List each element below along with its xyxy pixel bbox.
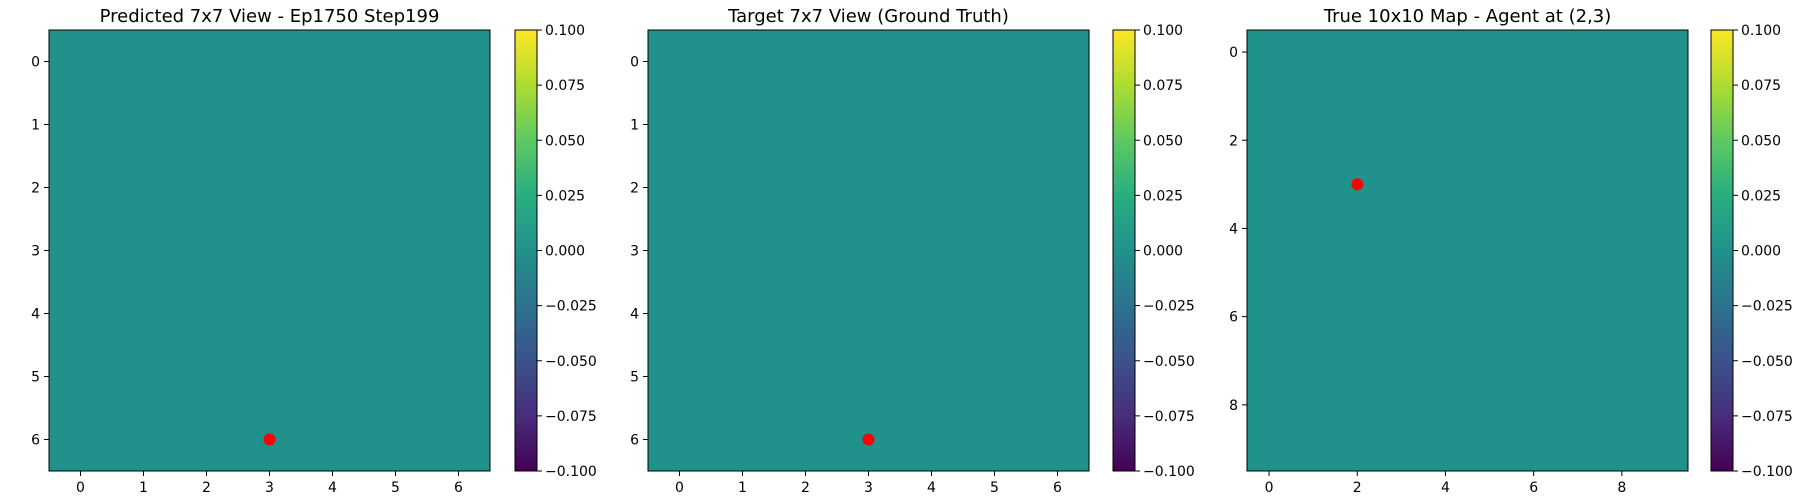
colorbar-tick-label: 0.100 <box>1741 23 1781 39</box>
y-tick-label: 5 <box>630 370 639 386</box>
x-tick-label: 0 <box>675 480 684 496</box>
y-tick-label: 5 <box>31 370 40 386</box>
chart-title: True 10x10 Map - Agent at (2,3) <box>1323 6 1612 27</box>
y-tick-label: 1 <box>31 118 40 134</box>
colorbar: 0.100 0.075 0.050 0.025 0.000 −0.025 −0.050 −0.… <box>514 23 597 480</box>
colorbar-tick-label: 0.025 <box>545 188 585 204</box>
x-tick-label: 5 <box>990 480 999 496</box>
y-tick-label: 3 <box>630 244 639 260</box>
y-tick-label: 4 <box>630 307 639 323</box>
y-tick-label: 1 <box>630 118 639 134</box>
colorbar-tick-label: 0.100 <box>1143 23 1183 39</box>
colorbar-tick-label: 0.000 <box>1741 244 1781 260</box>
x-tick-label: 4 <box>927 480 936 496</box>
x-tick-label: 4 <box>1441 480 1450 496</box>
x-tick-label: 2 <box>1353 480 1362 496</box>
colorbar-tick-label: −0.050 <box>1741 354 1793 370</box>
y-tick-label: 0 <box>31 55 40 71</box>
colorbar-tick-label: −0.050 <box>545 354 597 370</box>
colorbar-tick-label: 0.050 <box>1741 133 1781 149</box>
x-tick-label: 6 <box>1053 480 1062 496</box>
colorbar-tick-label: −0.025 <box>545 299 597 315</box>
panel-predicted-view: Predicted 7x7 View - Ep1750 Step199 0 1 2 3… <box>31 6 597 496</box>
colorbar-tick-label: 0.025 <box>1741 188 1781 204</box>
y-tick-label: 3 <box>31 244 40 260</box>
heatmap-area: 0 2 4 6 8 0 2 4 6 8 <box>1229 29 1689 496</box>
colorbar-gradient <box>1112 29 1136 472</box>
colorbar-tick-label: 0.000 <box>1143 244 1183 260</box>
x-tick-label: 0 <box>76 480 85 496</box>
chart-title: Target 7x7 View (Ground Truth) <box>727 6 1009 27</box>
x-tick-label: 0 <box>1265 480 1274 496</box>
x-tick-label: 2 <box>801 480 810 496</box>
heatmap-cells <box>1247 30 1688 471</box>
panel-target-view: Target 7x7 View (Ground Truth) 0 1 2 3 4 5 6 0 1… <box>630 6 1195 496</box>
colorbar-tick-label: −0.075 <box>545 409 597 425</box>
y-tick-label: 0 <box>1229 45 1238 61</box>
y-tick-label: 6 <box>630 433 639 449</box>
colorbar-tick-label: −0.100 <box>1741 464 1793 480</box>
y-tick-label: 2 <box>1229 133 1238 149</box>
y-tick-label: 4 <box>31 307 40 323</box>
tick-group: 0 2 4 6 8 0 2 4 6 8 <box>1229 45 1626 496</box>
x-tick-label: 3 <box>864 480 873 496</box>
agent-marker <box>263 433 276 446</box>
x-tick-label: 6 <box>1529 480 1538 496</box>
colorbar-tick-label: −0.100 <box>1143 464 1195 480</box>
colorbar: 0.100 0.075 0.050 0.025 0.000 −0.025 −0.050 −0.… <box>1112 23 1195 480</box>
y-tick-label: 8 <box>1229 398 1238 414</box>
y-tick-label: 0 <box>630 55 639 71</box>
x-tick-label: 1 <box>139 480 148 496</box>
x-tick-label: 5 <box>391 480 400 496</box>
colorbar-tick-label: 0.100 <box>545 23 585 39</box>
tick-group: 0 1 2 3 4 5 6 0 1 2 3 4 5 6 <box>630 55 1062 497</box>
tick-group: 0 1 2 3 4 5 6 0 1 2 3 4 5 6 <box>31 55 463 497</box>
colorbar-tick-label: 0.050 <box>1143 133 1183 149</box>
x-tick-label: 3 <box>265 480 274 496</box>
x-tick-label: 6 <box>454 480 463 496</box>
colorbar-tick-group: 0.100 0.075 0.050 0.025 0.000 −0.025 −0.050 −0.… <box>1733 23 1793 480</box>
colorbar-tick-label: 0.000 <box>545 244 585 260</box>
colorbar-tick-label: −0.075 <box>1143 409 1195 425</box>
y-tick-label: 6 <box>1229 310 1238 326</box>
y-tick-label: 4 <box>1229 221 1238 237</box>
colorbar-tick-label: −0.100 <box>545 464 597 480</box>
colorbar-tick-label: −0.025 <box>1741 299 1793 315</box>
y-tick-label: 2 <box>31 181 40 197</box>
colorbar-tick-label: −0.075 <box>1741 409 1793 425</box>
colorbar-tick-label: 0.075 <box>545 78 585 94</box>
heatmap-cells <box>49 30 490 471</box>
heatmap-area: 0 1 2 3 4 5 6 0 1 2 3 4 5 6 <box>630 29 1090 497</box>
colorbar-tick-label: 0.050 <box>545 133 585 149</box>
x-tick-label: 4 <box>328 480 337 496</box>
colorbar-tick-label: −0.025 <box>1143 299 1195 315</box>
agent-marker <box>1351 178 1364 191</box>
x-tick-label: 2 <box>202 480 211 496</box>
colorbar-gradient <box>514 29 538 472</box>
y-tick-label: 6 <box>31 433 40 449</box>
colorbar-tick-label: −0.050 <box>1143 354 1195 370</box>
heatmap-area: 0 1 2 3 4 5 6 0 1 2 3 4 5 6 <box>31 29 491 497</box>
axes-frame <box>1246 29 1689 472</box>
colorbar-gradient <box>1710 29 1734 472</box>
x-tick-label: 1 <box>738 480 747 496</box>
colorbar-tick-label: 0.075 <box>1741 78 1781 94</box>
colorbar-tick-group: 0.100 0.075 0.050 0.025 0.000 −0.025 −0.050 −0.… <box>537 23 597 480</box>
chart-title: Predicted 7x7 View - Ep1750 Step199 <box>100 6 440 27</box>
heatmap-cells <box>648 30 1089 471</box>
panel-true-map: True 10x10 Map - Agent at (2,3) 0 2 4 6 8 0 2 4… <box>1229 6 1793 496</box>
x-tick-label: 8 <box>1617 480 1626 496</box>
agent-marker <box>862 433 875 446</box>
colorbar-tick-label: 0.075 <box>1143 78 1183 94</box>
colorbar: 0.100 0.075 0.050 0.025 0.000 −0.025 −0.050 −0.… <box>1710 23 1793 480</box>
y-tick-label: 2 <box>630 181 639 197</box>
colorbar-tick-label: 0.025 <box>1143 188 1183 204</box>
colorbar-tick-group: 0.100 0.075 0.050 0.025 0.000 −0.025 −0.050 −0.… <box>1135 23 1195 480</box>
